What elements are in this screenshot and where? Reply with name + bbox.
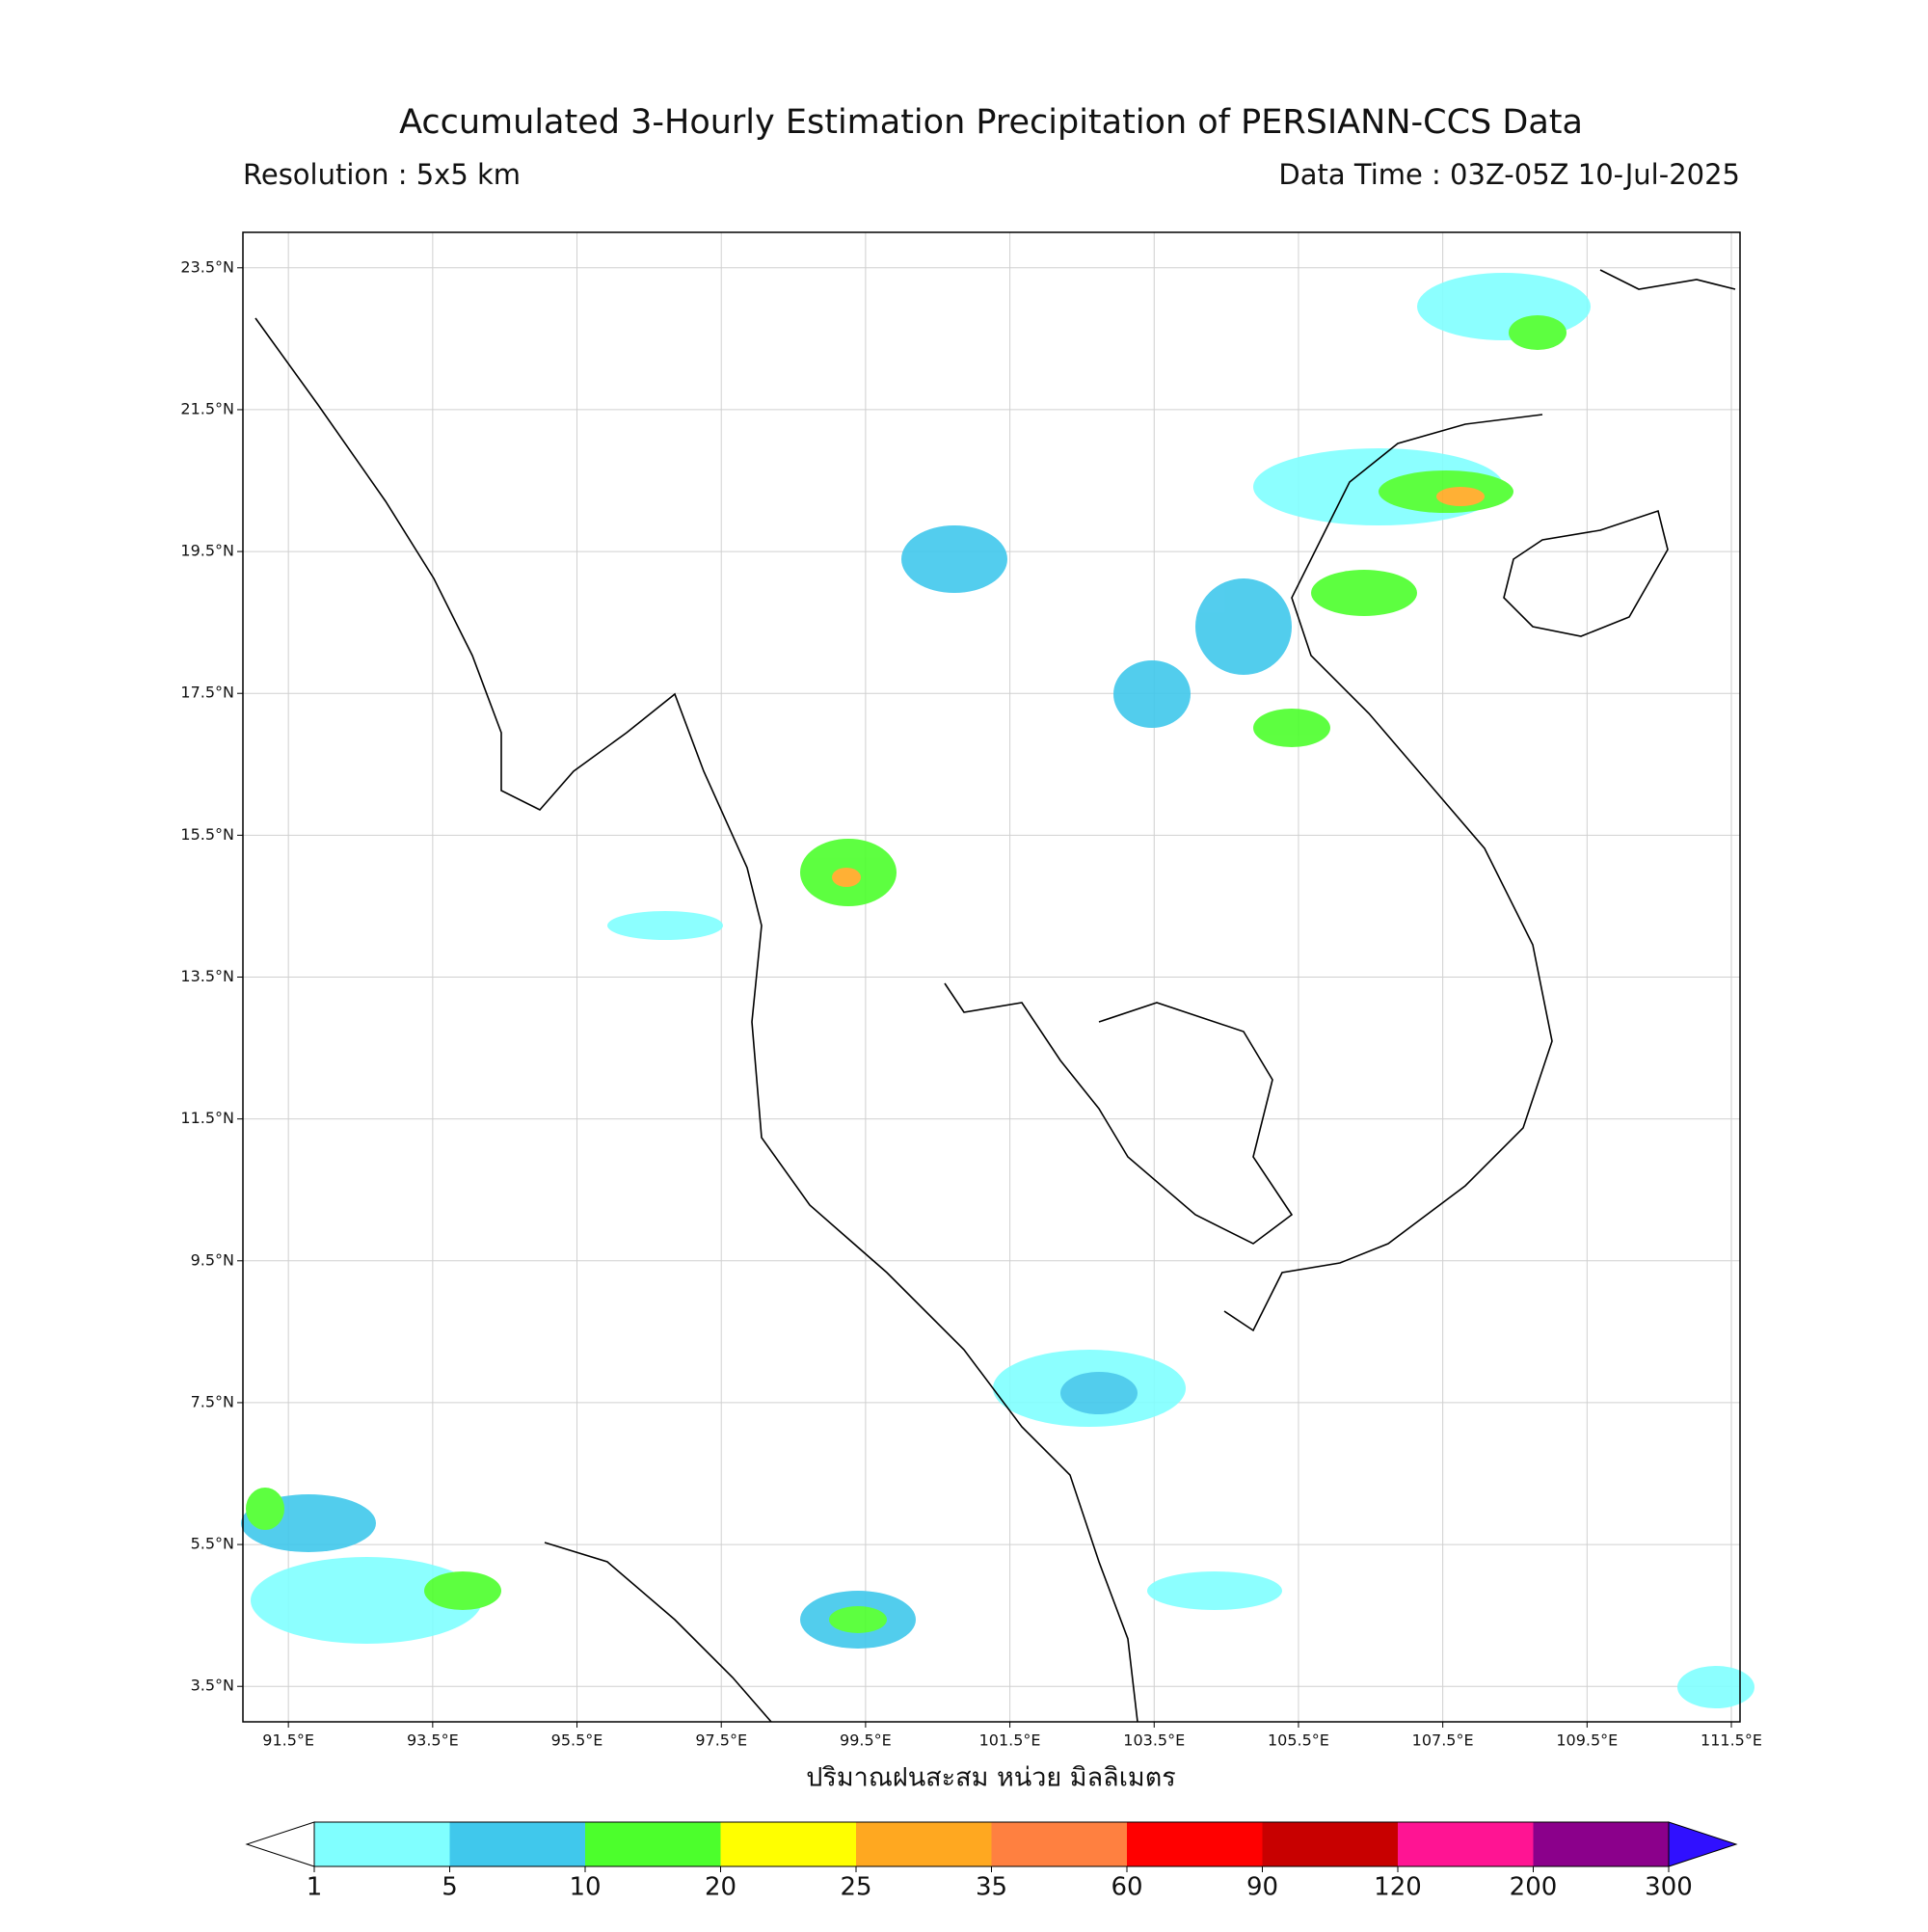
colorbar-segment (449, 1822, 585, 1866)
rain-area (1253, 709, 1330, 747)
rain-area (1436, 487, 1485, 506)
rain-area (1677, 1666, 1754, 1708)
rain-area (1311, 570, 1417, 616)
y-tick-label: 11.5°N (180, 1109, 234, 1127)
x-tick-label: 103.5°E (1123, 1731, 1185, 1750)
colorbar-tick-label: 25 (840, 1873, 871, 1902)
x-tick-label: 93.5°E (407, 1731, 459, 1750)
rain-area (1509, 315, 1566, 350)
rain-area (607, 911, 723, 940)
x-axis-label: ปริมาณฝนสะสม หน่วย มิลลิเมตร (806, 1763, 1176, 1793)
y-tick-label: 17.5°N (180, 684, 234, 702)
x-tick-label: 105.5°E (1268, 1731, 1329, 1750)
rain-area (1195, 578, 1292, 675)
data-time: Data Time : 03Z-05Z 10-Jul-2025 (1278, 158, 1740, 191)
colorbar-segment (1262, 1822, 1398, 1866)
title: Accumulated 3-Hourly Estimation Precipit… (399, 103, 1583, 142)
x-tick-label: 101.5°E (979, 1731, 1041, 1750)
y-tick-label: 15.5°N (180, 825, 234, 844)
colorbar-over (1668, 1821, 1738, 1867)
colorbar-tick-label: 200 (1510, 1873, 1558, 1902)
rain-area (901, 525, 1007, 593)
colorbar-segment (1398, 1822, 1534, 1866)
coastlines (254, 269, 1736, 1723)
y-tick-label: 5.5°N (191, 1535, 234, 1553)
colorbar-tick-label: 120 (1374, 1873, 1422, 1902)
rain-areas (241, 273, 1754, 1708)
y-tick-label: 3.5°N (191, 1677, 234, 1695)
y-tick-label: 13.5°N (180, 967, 234, 985)
x-tick-label: 95.5°E (551, 1731, 603, 1750)
rain-area (1113, 660, 1191, 728)
colorbar-tick-label: 35 (976, 1873, 1007, 1902)
colorbar-tick-label: 20 (705, 1873, 736, 1902)
rain-area (246, 1488, 284, 1530)
y-tick-label: 7.5°N (191, 1392, 234, 1410)
map-frame (242, 231, 1741, 1723)
colorbar-segment (991, 1822, 1127, 1866)
colorbar-tick-label: 10 (569, 1873, 601, 1902)
y-tick-label: 9.5°N (191, 1250, 234, 1269)
colorbar-segment (314, 1822, 450, 1866)
graticule: 91.5°E 93.5°E 95.5°E 97.5°E 99.5°E 101.5°E 103… (180, 232, 1762, 1750)
rain-area (832, 868, 861, 887)
colorbar-segment (720, 1822, 856, 1866)
colorbar-tick-label: 1 (307, 1873, 323, 1902)
rain-area (1060, 1372, 1138, 1414)
colorbar-tick-label: 60 (1111, 1873, 1142, 1902)
y-tick-label: 19.5°N (180, 542, 234, 560)
x-tick-label: 111.5°E (1700, 1731, 1762, 1750)
colorbar-under (245, 1821, 315, 1867)
rain-area (251, 1557, 482, 1644)
colorbar-tick-label: 5 (442, 1873, 458, 1902)
rain-area (424, 1571, 501, 1610)
colorbar-segment (1127, 1822, 1263, 1866)
x-tick-label: 99.5°E (840, 1731, 892, 1750)
colorbar: 1 5 10 20 25 35 60 90 120 200 300 (245, 1821, 1738, 1902)
y-tick-label: 21.5°N (180, 399, 234, 417)
rain-area (829, 1606, 887, 1633)
x-tick-label: 107.5°E (1412, 1731, 1474, 1750)
colorbar-segment (585, 1822, 721, 1866)
x-tick-label: 91.5°E (262, 1731, 314, 1750)
rain-area (1147, 1571, 1282, 1610)
y-tick-label: 23.5°N (180, 257, 234, 276)
colorbar-tick-label: 90 (1246, 1873, 1278, 1902)
colorbar-tick-label: 300 (1645, 1873, 1693, 1902)
colorbar-segment (1533, 1822, 1669, 1866)
resolution: Resolution : 5x5 km (243, 158, 521, 191)
x-tick-label: 109.5°E (1556, 1731, 1618, 1750)
x-tick-label: 97.5°E (695, 1731, 747, 1750)
colorbar-segment (856, 1822, 992, 1866)
